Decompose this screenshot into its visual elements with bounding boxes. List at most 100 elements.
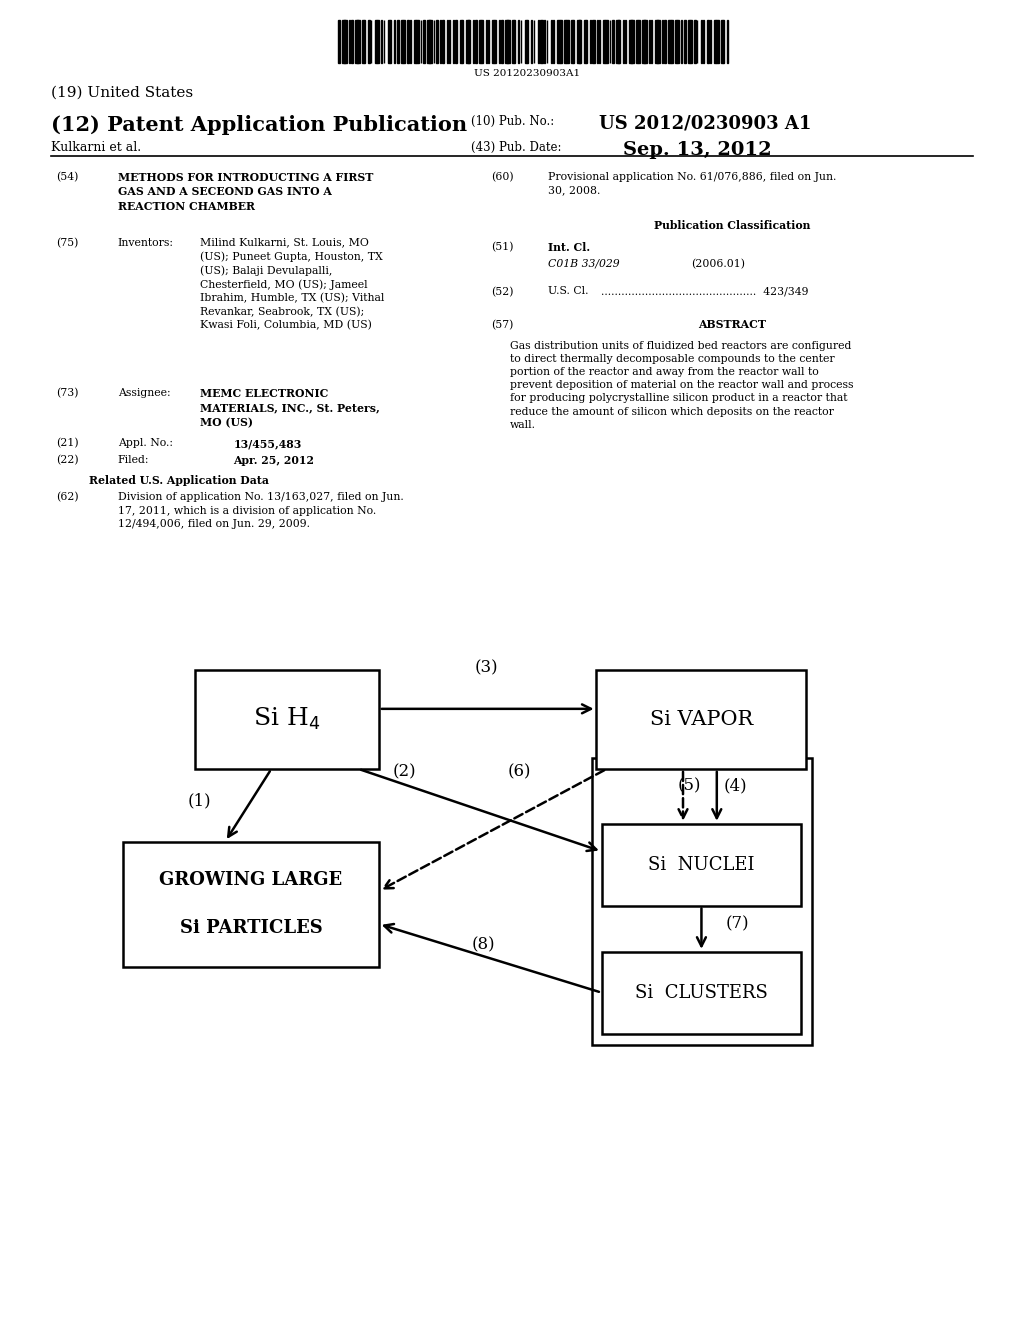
Text: Si H$_4$: Si H$_4$ (253, 706, 321, 733)
Bar (416, 20, 419, 63)
Bar (369, 20, 370, 63)
Bar (564, 20, 566, 63)
Bar (592, 20, 595, 63)
Text: (2006.01): (2006.01) (691, 259, 745, 269)
Bar (466, 20, 469, 63)
Text: Filed:: Filed: (118, 455, 150, 466)
Bar (566, 20, 568, 63)
Text: Related U.S. Application Data: Related U.S. Application Data (89, 475, 269, 486)
Text: (2): (2) (392, 764, 417, 780)
Bar (716, 20, 719, 63)
Text: Si  NUCLEI: Si NUCLEI (648, 855, 755, 874)
Bar (410, 20, 412, 63)
Text: (57): (57) (492, 319, 514, 330)
Text: (62): (62) (56, 492, 79, 503)
Bar (377, 20, 379, 63)
Bar (690, 20, 692, 63)
Bar (342, 20, 345, 63)
Bar (540, 20, 543, 63)
Bar (632, 20, 634, 63)
Bar (611, 20, 614, 63)
Text: (75): (75) (56, 238, 79, 248)
Bar (642, 20, 645, 63)
Text: C01B 33/029: C01B 33/029 (548, 259, 620, 269)
Bar (597, 20, 598, 63)
Text: Appl. No.:: Appl. No.: (118, 438, 173, 449)
Bar (644, 20, 647, 63)
Text: (21): (21) (56, 438, 79, 449)
Bar (456, 20, 457, 63)
Bar (578, 20, 580, 63)
FancyBboxPatch shape (602, 824, 801, 906)
Bar (375, 20, 377, 63)
Bar (493, 20, 494, 63)
Text: Publication Classification: Publication Classification (654, 220, 810, 231)
Text: (43) Pub. Date:: (43) Pub. Date: (471, 141, 561, 154)
Bar (557, 20, 560, 63)
Text: U.S. Cl.: U.S. Cl. (548, 286, 589, 297)
Bar (629, 20, 632, 63)
Bar (580, 20, 581, 63)
Text: (51): (51) (492, 242, 514, 252)
Text: (3): (3) (474, 660, 499, 676)
Bar (723, 20, 724, 63)
Bar (714, 20, 716, 63)
Bar (677, 20, 680, 63)
Text: (5): (5) (678, 777, 700, 793)
Bar (479, 20, 481, 63)
Text: Int. Cl.: Int. Cl. (548, 242, 590, 252)
Bar (446, 20, 449, 63)
FancyBboxPatch shape (123, 842, 379, 966)
Bar (618, 20, 620, 63)
Bar (512, 20, 514, 63)
Bar (499, 20, 501, 63)
Text: US 2012/0230903 A1: US 2012/0230903 A1 (599, 115, 811, 133)
Text: (52): (52) (492, 286, 514, 297)
Bar (468, 20, 470, 63)
Text: (1): (1) (187, 793, 212, 809)
Bar (481, 20, 483, 63)
FancyBboxPatch shape (596, 671, 807, 768)
Text: Si  CLUSTERS: Si CLUSTERS (635, 983, 768, 1002)
Text: ..............................................  423/349: ........................................… (601, 286, 809, 297)
Bar (423, 20, 425, 63)
Text: ABSTRACT: ABSTRACT (698, 319, 766, 330)
Bar (414, 20, 416, 63)
Bar (355, 20, 357, 63)
Bar (344, 20, 347, 63)
Text: (54): (54) (56, 172, 79, 182)
Text: (8): (8) (471, 937, 496, 953)
Text: Provisional application No. 61/076,886, filed on Jun.
30, 2008.: Provisional application No. 61/076,886, … (548, 172, 837, 195)
Text: MEMC ELECTRONIC
MATERIALS, INC., St. Peters,
MO (US): MEMC ELECTRONIC MATERIALS, INC., St. Pet… (200, 388, 380, 428)
Bar (694, 20, 696, 63)
Bar (669, 20, 671, 63)
FancyBboxPatch shape (195, 671, 379, 768)
Bar (485, 20, 487, 63)
Text: METHODS FOR INTRODUCTING A FIRST
GAS AND A SECEOND GAS INTO A
REACTION CHAMBER: METHODS FOR INTRODUCTING A FIRST GAS AND… (118, 172, 373, 211)
Bar (708, 20, 709, 63)
Text: US 20120230903A1: US 20120230903A1 (474, 69, 581, 78)
Bar (675, 20, 677, 63)
Bar (584, 20, 586, 63)
Bar (403, 20, 404, 63)
Text: Sep. 13, 2012: Sep. 13, 2012 (623, 141, 771, 160)
Bar (475, 20, 476, 63)
FancyBboxPatch shape (592, 758, 812, 1045)
Bar (357, 20, 360, 63)
Bar (388, 20, 389, 63)
Bar (508, 20, 510, 63)
Bar (710, 20, 712, 63)
Bar (603, 20, 605, 63)
Bar (351, 20, 353, 63)
Bar (721, 20, 723, 63)
Bar (427, 20, 429, 63)
Bar (429, 20, 432, 63)
Bar (649, 20, 650, 63)
Text: (10) Pub. No.:: (10) Pub. No.: (471, 115, 554, 128)
Bar (460, 20, 462, 63)
Bar (442, 20, 443, 63)
Text: (22): (22) (56, 455, 79, 466)
Text: (19) United States: (19) United States (51, 86, 194, 100)
Bar (684, 20, 686, 63)
Text: Division of application No. 13/163,027, filed on Jun.
17, 2011, which is a divis: Division of application No. 13/163,027, … (118, 492, 403, 529)
